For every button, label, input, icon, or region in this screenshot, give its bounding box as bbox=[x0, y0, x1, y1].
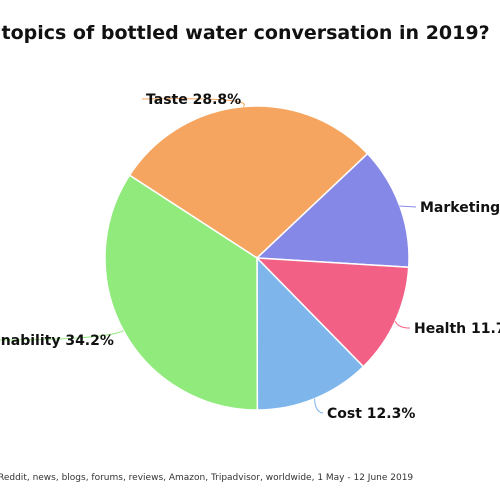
slice-label-sustainability: inability 34.2% bbox=[0, 333, 114, 349]
slice-label-marketing: Marketing bbox=[420, 200, 500, 216]
leader-line-sustainability bbox=[0, 330, 124, 341]
slice-label-taste: Taste 28.8% bbox=[146, 92, 241, 108]
chart-title: e topics of bottled water conversation i… bbox=[0, 22, 490, 44]
slice-label-health: Health 11.7 bbox=[414, 321, 500, 337]
leader-line-cost bbox=[314, 398, 324, 414]
pie-slice-health bbox=[255, 257, 410, 368]
leader-line-taste bbox=[141, 98, 245, 108]
leader-line-marketing bbox=[399, 205, 417, 208]
source-note: Reddit, news, blogs, forums, reviews, Am… bbox=[0, 473, 414, 483]
leader-line-health bbox=[394, 320, 411, 329]
slice-label-cost: Cost 12.3% bbox=[327, 406, 415, 422]
pie-slice-taste bbox=[128, 105, 369, 259]
